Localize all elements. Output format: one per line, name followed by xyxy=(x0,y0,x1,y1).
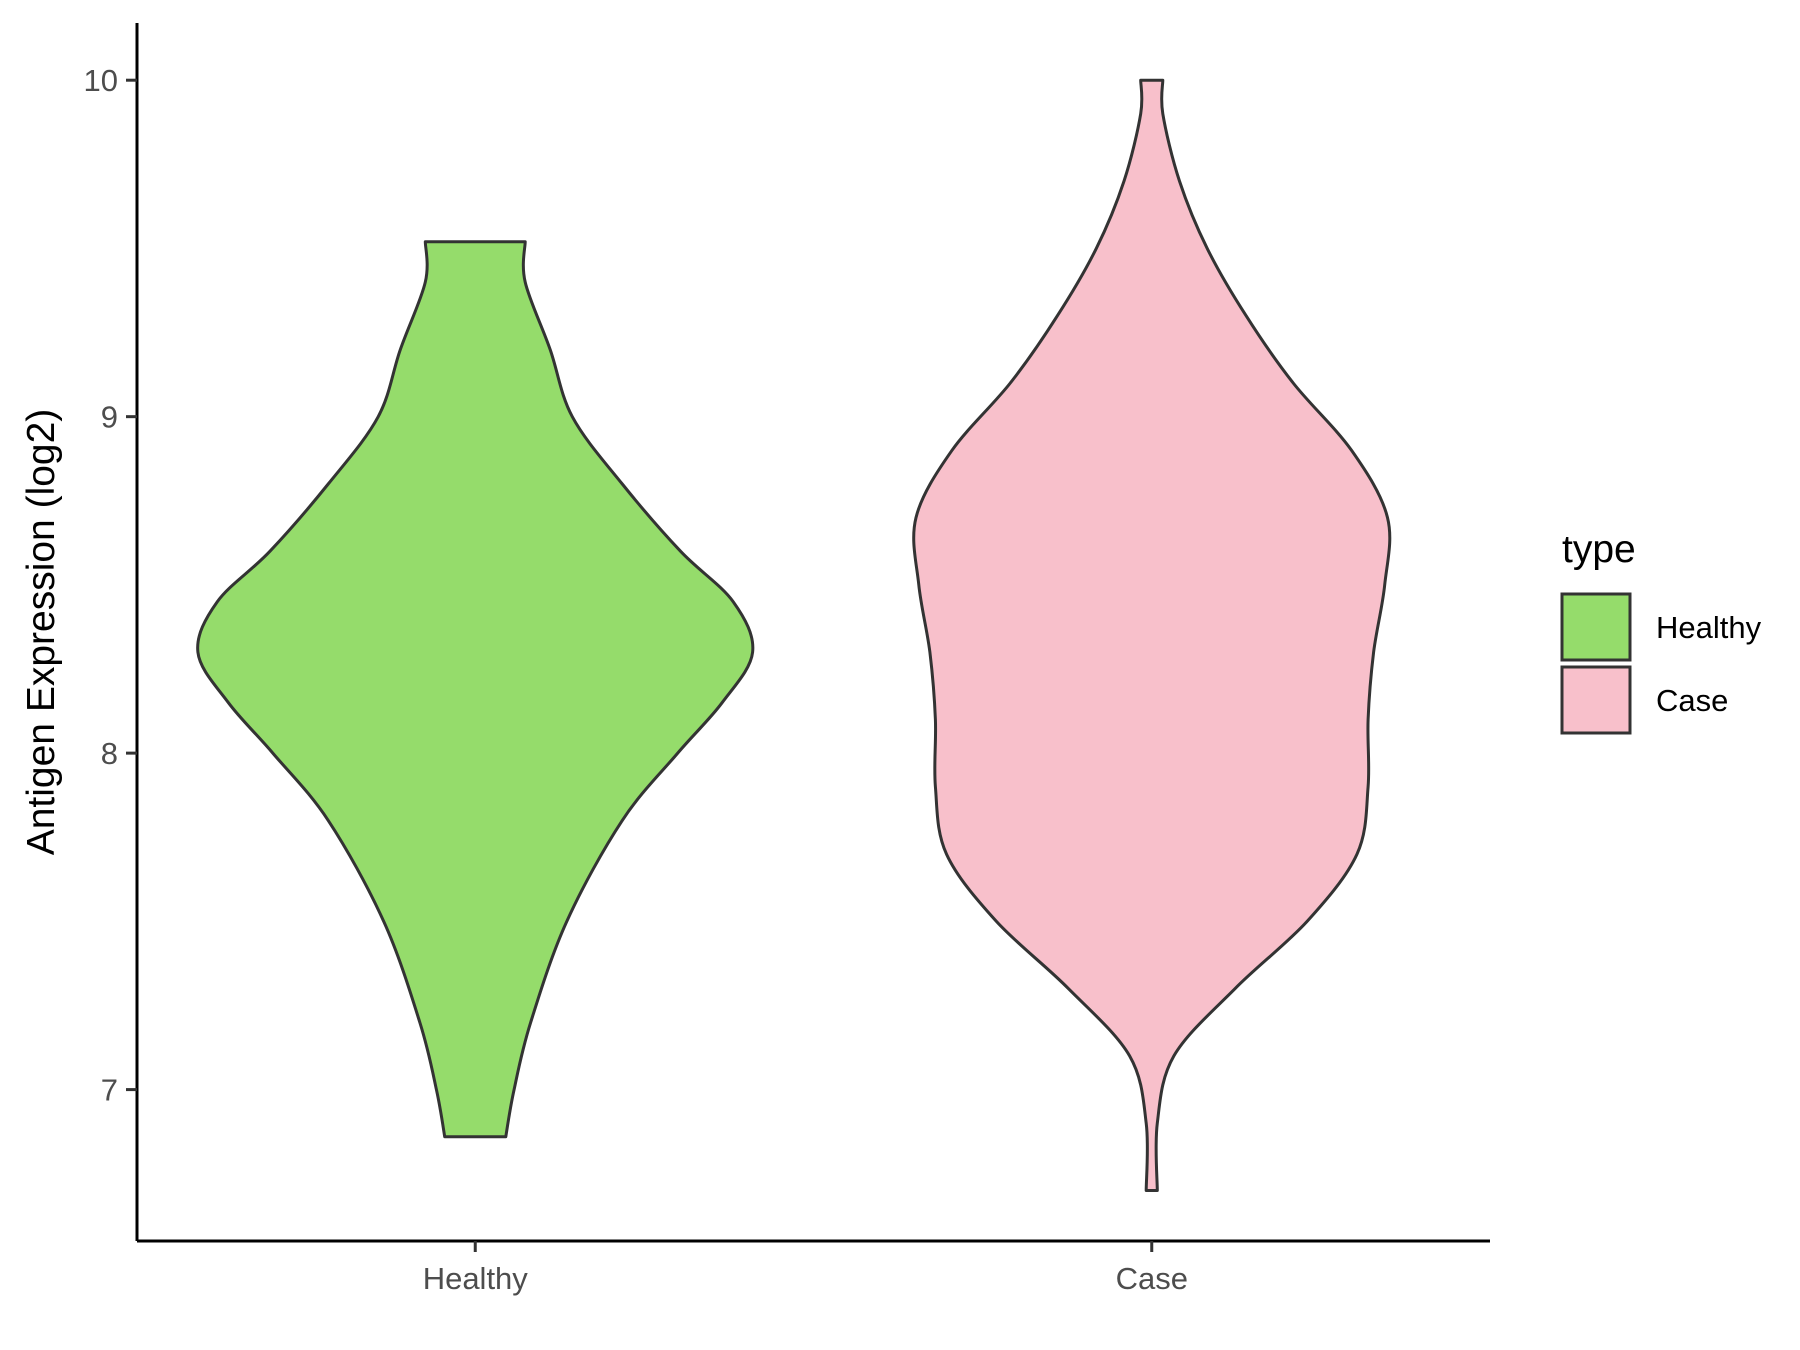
violin-case xyxy=(912,78,1392,1192)
y-tick-label: 7 xyxy=(101,1073,118,1108)
y-tick-label: 10 xyxy=(84,63,118,98)
violin-group xyxy=(196,78,1392,1192)
x-tick-label: Healthy xyxy=(423,1261,529,1296)
x-tick-label: Case xyxy=(1116,1261,1188,1296)
legend-entries: Healthy Case xyxy=(1560,592,1762,735)
y-axis-title: Antigen Expression (log2) xyxy=(20,409,63,856)
y-tick-label: 8 xyxy=(101,736,118,771)
y-axis-ticks: 7 8 9 10 xyxy=(84,63,137,1108)
legend: type Healthy Case xyxy=(1560,528,1762,735)
legend-title: type xyxy=(1562,528,1636,571)
legend-label-case: Case xyxy=(1656,683,1728,718)
legend-key-healthy xyxy=(1560,592,1632,662)
legend-key-case xyxy=(1560,665,1632,735)
x-axis-ticks: Healthy Case xyxy=(423,1241,1188,1296)
y-tick-label: 9 xyxy=(101,400,118,435)
violin-healthy xyxy=(196,240,755,1139)
legend-label-healthy: Healthy xyxy=(1656,610,1762,645)
